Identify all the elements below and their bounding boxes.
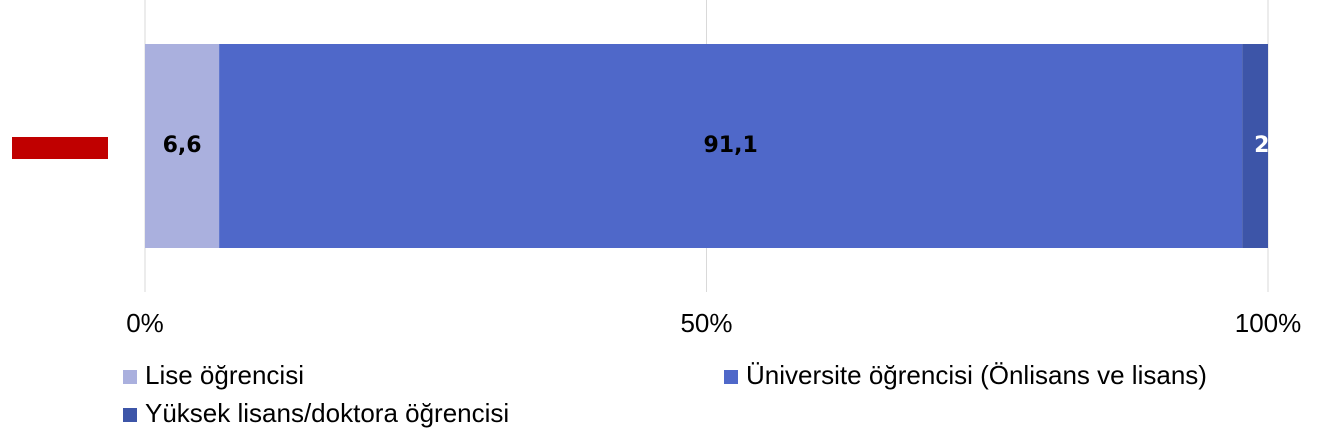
bar-segment bbox=[145, 44, 220, 248]
legend-swatch bbox=[123, 370, 137, 384]
x-tick-label: 0% bbox=[126, 308, 164, 338]
x-tick-label: 100% bbox=[1235, 308, 1302, 338]
x-tick-label: 50% bbox=[680, 308, 732, 338]
legend-label: Üniversite öğrencisi (Önlisans ve lisans… bbox=[746, 360, 1207, 390]
bar-segment bbox=[1242, 44, 1268, 248]
data-label: 2,3 bbox=[1254, 133, 1293, 158]
bar-segment bbox=[219, 44, 1243, 248]
category-marker bbox=[12, 137, 108, 159]
legend-swatch bbox=[123, 408, 137, 422]
legend-label: Yüksek lisans/doktora öğrencisi bbox=[145, 398, 509, 428]
legend-label: Lise öğrencisi bbox=[145, 360, 304, 390]
legend-swatch bbox=[724, 370, 738, 384]
data-label: 6,6 bbox=[163, 133, 202, 158]
data-label: 91,1 bbox=[704, 133, 758, 158]
